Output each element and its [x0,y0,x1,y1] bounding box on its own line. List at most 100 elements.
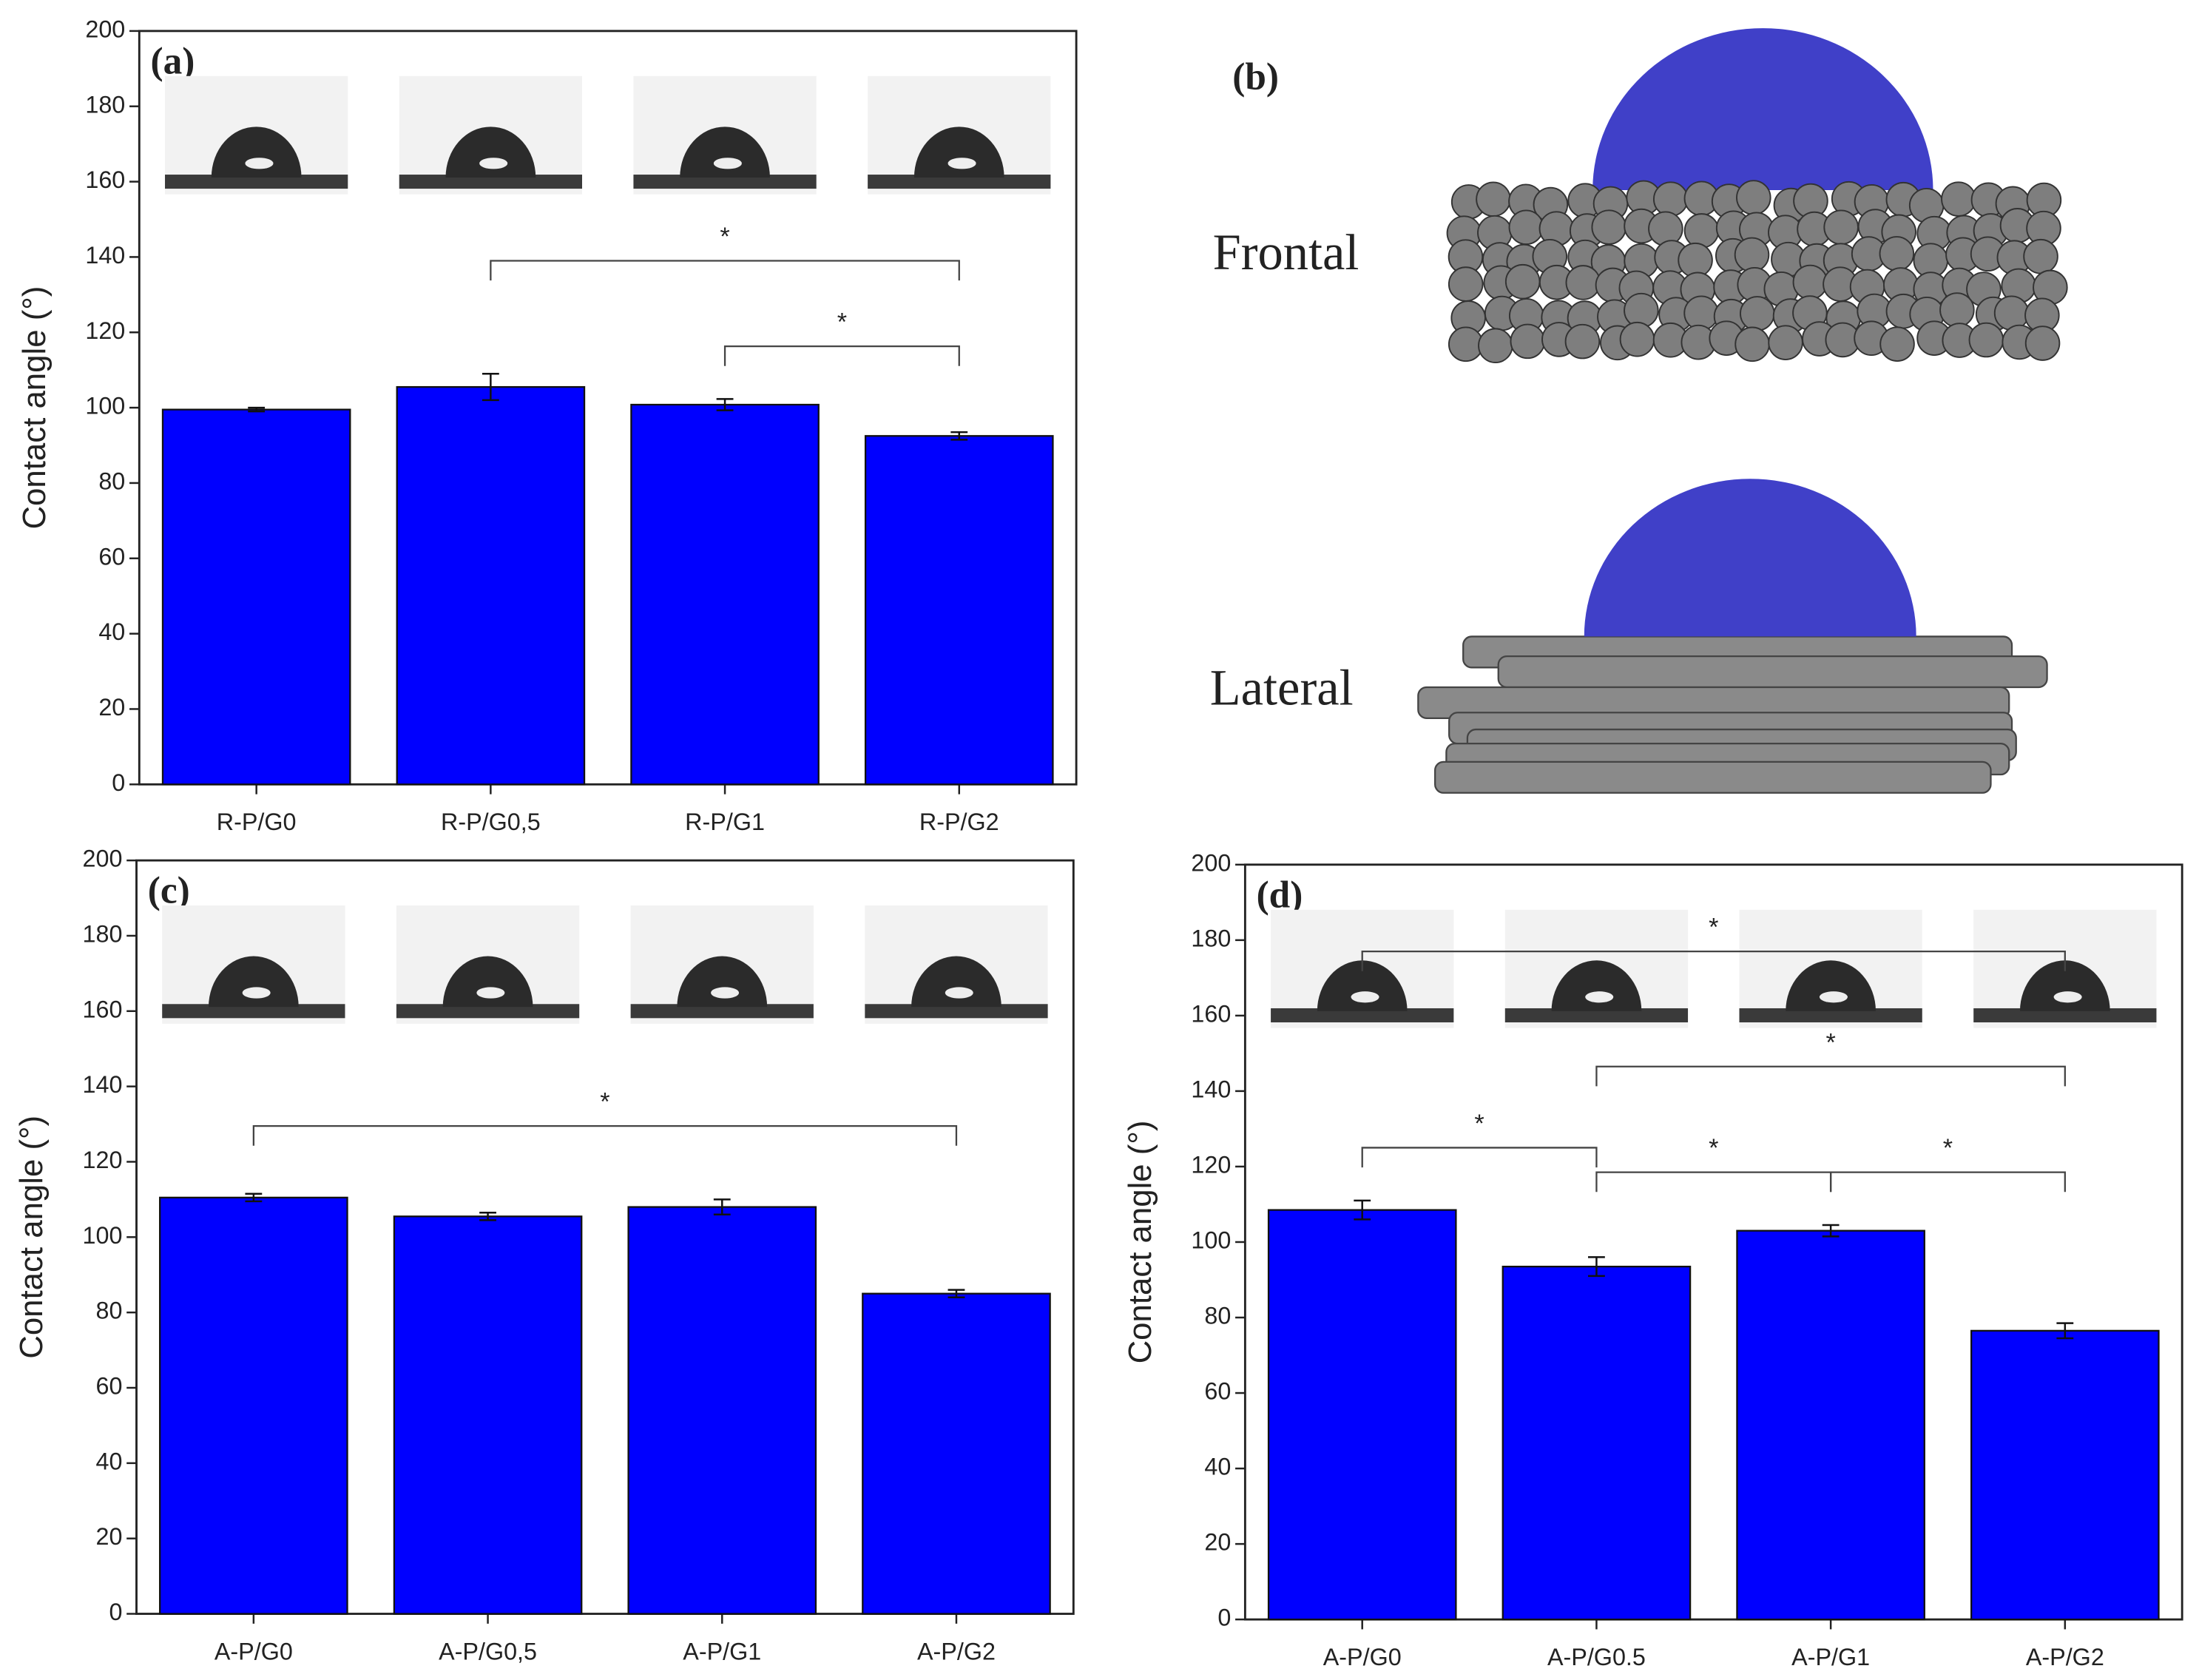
droplet [1592,28,1933,190]
y-axis-label: Contact angle (°) [16,286,53,530]
particle [2024,325,2061,361]
particle [1768,325,1803,360]
significance-bracket [252,1124,958,1146]
particle [1591,209,1627,245]
photo-substrate [633,175,817,189]
panel-label: (b) [1232,55,1279,98]
particle [1510,323,1546,360]
photo-highlight [479,158,508,169]
particle [1941,181,1976,217]
particle [1619,321,1655,357]
chart: 0 20 40 60 80 100 120 140 160 180 200 Contact angle… [13,846,1075,1664]
y-tick-label: 40 [96,1448,123,1474]
bar [1502,1265,1692,1621]
bar [161,408,351,786]
bar [159,1196,348,1615]
photo-highlight [711,987,740,999]
photo-droplet [1317,960,1408,1011]
significance-label: * [720,223,729,251]
photo-droplet [680,126,770,178]
y-tick-label: 20 [98,694,125,721]
panel-label: (a) [151,40,195,82]
bar [862,1292,1051,1615]
photo-substrate [1504,1008,1689,1023]
particle [1504,263,1541,300]
y-tick-label: 40 [1204,1454,1231,1480]
photo-droplet [442,956,533,1008]
x-tick-label: R-P/G0 [217,809,297,835]
photo-droplet [2019,960,2110,1011]
photo-substrate [1271,1008,1454,1023]
y-tick-label: 120 [85,317,125,344]
photo-substrate [399,175,582,189]
particle [1739,296,1775,331]
y-tick-label: 120 [83,1147,123,1173]
view-label: Frontal [1213,224,1359,280]
y-tick-label: 180 [83,920,123,947]
y-tick-label: 20 [1204,1529,1231,1556]
significance-bracket [1595,1171,1832,1192]
particle [1939,292,1975,328]
particle [1652,181,1689,217]
particle [1879,236,1915,271]
x-tick-label: A-P/G0.5 [1547,1644,1646,1670]
x-tick-label: A-P/G2 [917,1638,996,1664]
photo-droplet [911,956,1001,1008]
particle [1736,180,1771,215]
photo-highlight [1585,991,1614,1003]
photo-droplet [211,126,302,178]
y-tick-label: 140 [85,242,125,269]
photo-substrate [165,175,348,189]
y-tick-label: 0 [1217,1605,1231,1631]
x-tick-label: A-P/G1 [1791,1644,1870,1670]
bar [1970,1329,2160,1621]
x-tick-label: R-P/G0,5 [441,809,541,835]
photo-droplet [677,956,768,1008]
significance-bracket [1361,1147,1598,1168]
bar [1736,1229,1925,1621]
photo-substrate [162,1004,345,1019]
photo-substrate [396,1004,580,1019]
photo-highlight [713,158,742,169]
x-tick-label: A-P/G2 [2026,1644,2104,1670]
y-tick-label: 200 [83,846,123,872]
y-tick-label: 80 [96,1298,123,1324]
y-axis-label: Contact angle (°) [13,1116,50,1359]
y-tick-label: 140 [1191,1076,1231,1102]
significance-label: * [1709,1134,1718,1162]
particle [1478,328,1513,364]
photo-highlight [1351,991,1379,1003]
y-tick-label: 160 [85,166,125,193]
bar [627,1206,817,1615]
photo-highlight [2053,991,2082,1003]
fibre [1497,655,2048,689]
photo-highlight [1819,991,1848,1003]
particle [1448,266,1484,302]
significance-bracket [723,345,960,366]
photo-substrate [1739,1008,1922,1023]
significance-label: * [1943,1134,1953,1162]
photo-highlight [245,158,274,169]
y-tick-label: 60 [1204,1378,1231,1405]
schematic: (b) Frontal Lateral [1210,28,2068,794]
photo-highlight [948,158,976,169]
particle [1734,237,1770,273]
significance-bracket [490,260,960,281]
particle [1508,209,1544,246]
photo-substrate [868,175,1051,189]
particle [1823,209,1859,246]
x-tick-label: A-P/G0,5 [439,1638,537,1664]
y-tick-label: 60 [96,1373,123,1400]
y-tick-label: 40 [98,618,125,645]
y-tick-label: 180 [85,91,125,118]
photo-substrate [630,1004,814,1019]
y-tick-label: 160 [83,996,123,1022]
y-tick-label: 60 [98,543,125,570]
bar [630,403,820,786]
photo-droplet [1786,960,1876,1011]
significance-bracket [1829,1171,2066,1192]
particle [2023,238,2058,274]
y-tick-label: 200 [85,16,125,42]
significance-label: * [837,308,847,337]
significance-bracket [1361,951,2066,971]
